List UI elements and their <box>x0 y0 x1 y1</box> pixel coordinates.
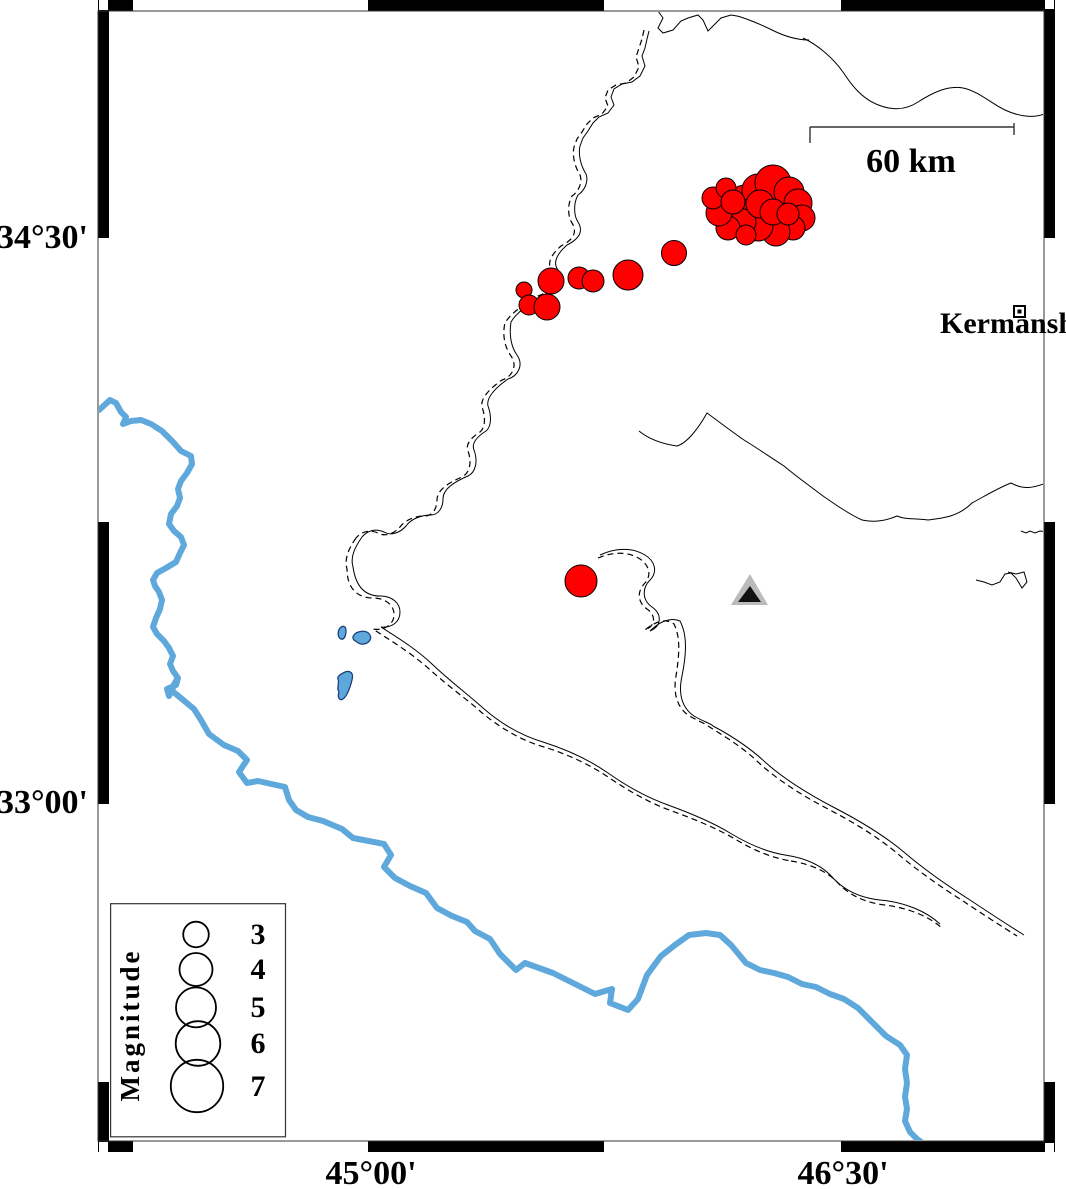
svg-text:45°00': 45°00' <box>325 1155 416 1189</box>
svg-text:6: 6 <box>251 1027 266 1060</box>
svg-text:60 km: 60 km <box>866 143 956 180</box>
svg-text:7: 7 <box>251 1070 266 1103</box>
svg-text:34°30': 34°30' <box>0 219 88 256</box>
svg-text:5: 5 <box>251 991 266 1024</box>
svg-text:46°30': 46°30' <box>797 1155 888 1189</box>
svg-text:3: 3 <box>251 918 266 951</box>
svg-text:Kermansh: Kermansh <box>940 307 1066 340</box>
svg-text:Magnitude: Magnitude <box>115 948 145 1101</box>
svg-text:4: 4 <box>251 953 266 986</box>
svg-text:33°00': 33°00' <box>0 784 88 821</box>
